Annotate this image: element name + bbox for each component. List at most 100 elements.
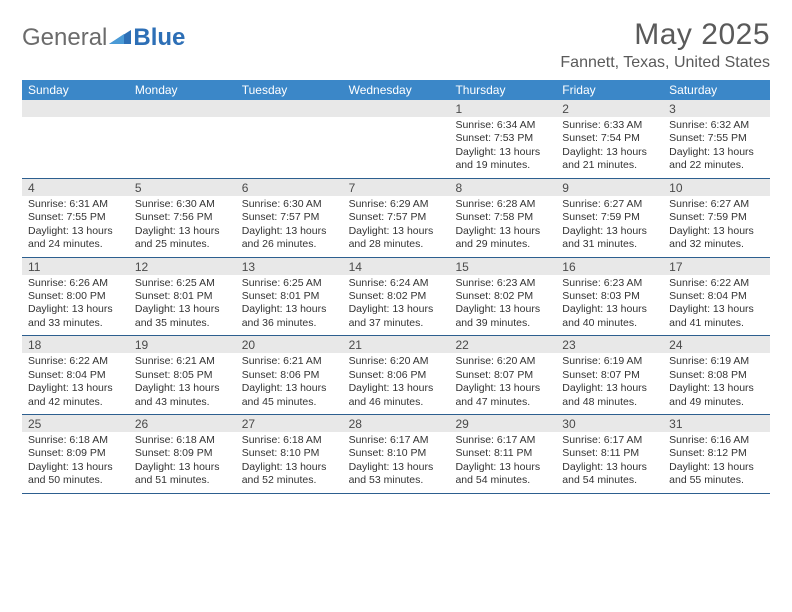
daynum-strip: 123 — [22, 100, 770, 117]
daylight-line: Daylight: 13 hours and 46 minutes. — [349, 382, 444, 409]
day-cell: Sunrise: 6:25 AMSunset: 8:01 PMDaylight:… — [236, 275, 343, 336]
day-cell — [236, 117, 343, 178]
daylight-line: Daylight: 13 hours and 35 minutes. — [135, 303, 230, 330]
sunset-line: Sunset: 7:59 PM — [562, 211, 657, 224]
day-cell: Sunrise: 6:21 AMSunset: 8:05 PMDaylight:… — [129, 353, 236, 414]
sunrise-line: Sunrise: 6:20 AM — [349, 355, 444, 368]
day-cell — [22, 117, 129, 178]
day-cell: Sunrise: 6:33 AMSunset: 7:54 PMDaylight:… — [556, 117, 663, 178]
daynum-cell: 2 — [556, 100, 663, 117]
daynum-cell: 25 — [22, 415, 129, 432]
daynum-cell: 31 — [663, 415, 770, 432]
sunset-line: Sunset: 7:57 PM — [242, 211, 337, 224]
week-row: 45678910Sunrise: 6:31 AMSunset: 7:55 PMD… — [22, 179, 770, 258]
daybody-row: Sunrise: 6:31 AMSunset: 7:55 PMDaylight:… — [22, 196, 770, 257]
sunset-line: Sunset: 8:09 PM — [28, 447, 123, 460]
daynum-cell — [129, 100, 236, 117]
sunrise-line: Sunrise: 6:34 AM — [455, 119, 550, 132]
sunset-line: Sunset: 8:01 PM — [135, 290, 230, 303]
sunset-line: Sunset: 8:01 PM — [242, 290, 337, 303]
daylight-line: Daylight: 13 hours and 52 minutes. — [242, 461, 337, 488]
day-cell: Sunrise: 6:16 AMSunset: 8:12 PMDaylight:… — [663, 432, 770, 493]
daynum-cell: 12 — [129, 258, 236, 275]
sunrise-line: Sunrise: 6:17 AM — [455, 434, 550, 447]
daybody-row: Sunrise: 6:26 AMSunset: 8:00 PMDaylight:… — [22, 275, 770, 336]
sunset-line: Sunset: 8:10 PM — [242, 447, 337, 460]
daylight-line: Daylight: 13 hours and 36 minutes. — [242, 303, 337, 330]
daynum-cell: 21 — [343, 336, 450, 353]
daynum-strip: 11121314151617 — [22, 258, 770, 275]
sunset-line: Sunset: 8:03 PM — [562, 290, 657, 303]
daynum-cell: 30 — [556, 415, 663, 432]
daylight-line: Daylight: 13 hours and 28 minutes. — [349, 225, 444, 252]
daylight-line: Daylight: 13 hours and 19 minutes. — [455, 146, 550, 173]
day-cell: Sunrise: 6:32 AMSunset: 7:55 PMDaylight:… — [663, 117, 770, 178]
day-cell: Sunrise: 6:30 AMSunset: 7:57 PMDaylight:… — [236, 196, 343, 257]
sunrise-line: Sunrise: 6:28 AM — [455, 198, 550, 211]
daynum-cell: 1 — [449, 100, 556, 117]
daynum-strip: 25262728293031 — [22, 415, 770, 432]
daynum-cell: 8 — [449, 179, 556, 196]
daylight-line: Daylight: 13 hours and 47 minutes. — [455, 382, 550, 409]
sunrise-line: Sunrise: 6:23 AM — [455, 277, 550, 290]
sunrise-line: Sunrise: 6:19 AM — [669, 355, 764, 368]
daynum-cell — [343, 100, 450, 117]
day-cell: Sunrise: 6:30 AMSunset: 7:56 PMDaylight:… — [129, 196, 236, 257]
daynum-cell: 26 — [129, 415, 236, 432]
sunset-line: Sunset: 7:58 PM — [455, 211, 550, 224]
sunset-line: Sunset: 8:02 PM — [349, 290, 444, 303]
sunrise-line: Sunrise: 6:27 AM — [562, 198, 657, 211]
sunrise-line: Sunrise: 6:30 AM — [135, 198, 230, 211]
sunset-line: Sunset: 7:54 PM — [562, 132, 657, 145]
sunset-line: Sunset: 7:57 PM — [349, 211, 444, 224]
sunrise-line: Sunrise: 6:23 AM — [562, 277, 657, 290]
sunrise-line: Sunrise: 6:19 AM — [562, 355, 657, 368]
sunrise-line: Sunrise: 6:25 AM — [135, 277, 230, 290]
daylight-line: Daylight: 13 hours and 54 minutes. — [562, 461, 657, 488]
daybody-row: Sunrise: 6:18 AMSunset: 8:09 PMDaylight:… — [22, 432, 770, 493]
daylight-line: Daylight: 13 hours and 33 minutes. — [28, 303, 123, 330]
daylight-line: Daylight: 13 hours and 25 minutes. — [135, 225, 230, 252]
sunset-line: Sunset: 7:53 PM — [455, 132, 550, 145]
sunset-line: Sunset: 8:09 PM — [135, 447, 230, 460]
daynum-cell: 20 — [236, 336, 343, 353]
sunrise-line: Sunrise: 6:24 AM — [349, 277, 444, 290]
daynum-strip: 18192021222324 — [22, 336, 770, 353]
day-cell: Sunrise: 6:28 AMSunset: 7:58 PMDaylight:… — [449, 196, 556, 257]
day-cell: Sunrise: 6:19 AMSunset: 8:07 PMDaylight:… — [556, 353, 663, 414]
daynum-cell: 5 — [129, 179, 236, 196]
sunset-line: Sunset: 8:02 PM — [455, 290, 550, 303]
daynum-cell: 11 — [22, 258, 129, 275]
day-cell: Sunrise: 6:25 AMSunset: 8:01 PMDaylight:… — [129, 275, 236, 336]
daylight-line: Daylight: 13 hours and 55 minutes. — [669, 461, 764, 488]
sunset-line: Sunset: 8:11 PM — [455, 447, 550, 460]
daynum-cell: 7 — [343, 179, 450, 196]
day-cell: Sunrise: 6:21 AMSunset: 8:06 PMDaylight:… — [236, 353, 343, 414]
dow-cell: Tuesday — [236, 80, 343, 100]
sunset-line: Sunset: 7:59 PM — [669, 211, 764, 224]
week-row: 18192021222324Sunrise: 6:22 AMSunset: 8:… — [22, 336, 770, 415]
daylight-line: Daylight: 13 hours and 39 minutes. — [455, 303, 550, 330]
day-cell: Sunrise: 6:18 AMSunset: 8:09 PMDaylight:… — [22, 432, 129, 493]
daylight-line: Daylight: 13 hours and 50 minutes. — [28, 461, 123, 488]
week-row: 11121314151617Sunrise: 6:26 AMSunset: 8:… — [22, 258, 770, 337]
sunset-line: Sunset: 8:05 PM — [135, 369, 230, 382]
daylight-line: Daylight: 13 hours and 21 minutes. — [562, 146, 657, 173]
daylight-line: Daylight: 13 hours and 32 minutes. — [669, 225, 764, 252]
daylight-line: Daylight: 13 hours and 49 minutes. — [669, 382, 764, 409]
sunrise-line: Sunrise: 6:18 AM — [135, 434, 230, 447]
daylight-line: Daylight: 13 hours and 51 minutes. — [135, 461, 230, 488]
dow-cell: Sunday — [22, 80, 129, 100]
month-title: May 2025 — [560, 18, 770, 52]
calendar-page: General Blue May 2025 Fannett, Texas, Un… — [0, 0, 792, 504]
day-cell: Sunrise: 6:19 AMSunset: 8:08 PMDaylight:… — [663, 353, 770, 414]
dow-cell: Wednesday — [343, 80, 450, 100]
daylight-line: Daylight: 13 hours and 43 minutes. — [135, 382, 230, 409]
title-block: May 2025 Fannett, Texas, United States — [560, 18, 770, 72]
sunset-line: Sunset: 8:12 PM — [669, 447, 764, 460]
daylight-line: Daylight: 13 hours and 40 minutes. — [562, 303, 657, 330]
sunset-line: Sunset: 8:11 PM — [562, 447, 657, 460]
sunrise-line: Sunrise: 6:21 AM — [242, 355, 337, 368]
sunset-line: Sunset: 7:55 PM — [28, 211, 123, 224]
day-cell: Sunrise: 6:23 AMSunset: 8:03 PMDaylight:… — [556, 275, 663, 336]
